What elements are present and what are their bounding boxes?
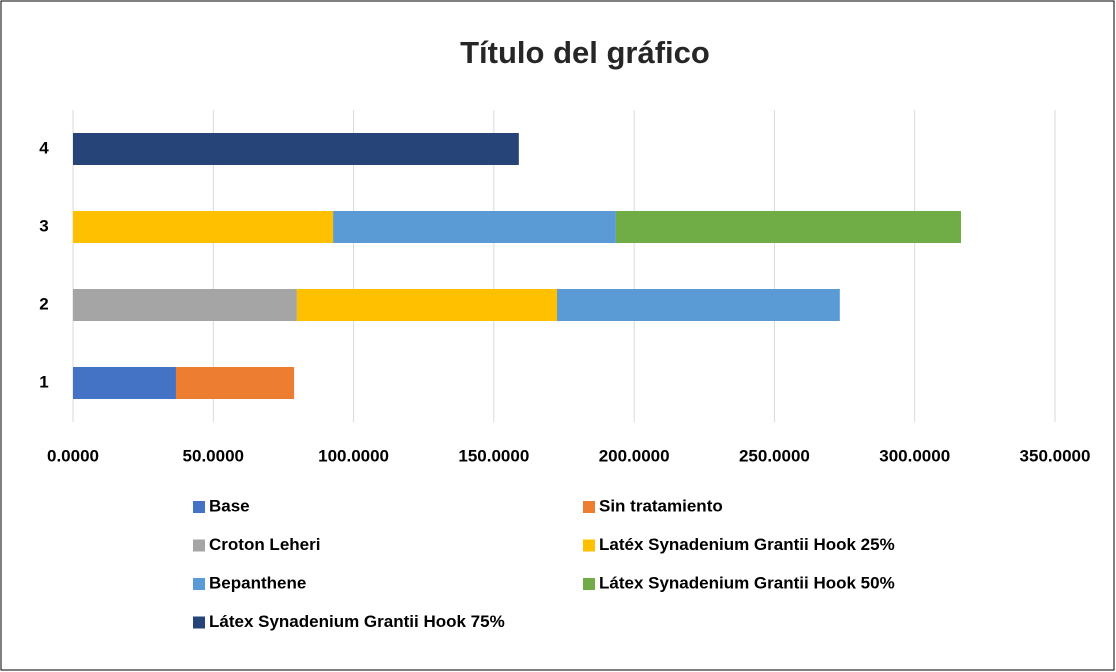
- x-tick-label: 250.0000: [739, 446, 810, 465]
- bar: [296, 289, 557, 321]
- x-tick-label: 0.0000: [47, 446, 99, 465]
- x-tick-label: 150.0000: [458, 446, 529, 465]
- legend-swatch: [193, 616, 205, 629]
- legend-swatch: [583, 539, 595, 552]
- legend-label: Sin tratamiento: [599, 496, 723, 515]
- legend-swatch: [583, 501, 595, 513]
- x-tick-label: 50.0000: [183, 446, 244, 465]
- legend-swatch: [193, 501, 205, 513]
- x-tick-label: 300.0000: [879, 446, 950, 465]
- bar: [73, 211, 334, 243]
- y-tick-label: 4: [39, 138, 49, 157]
- bar: [73, 367, 176, 399]
- chart-title: Título del gráfico: [460, 35, 710, 70]
- legend-label: Bepanthene: [209, 573, 306, 592]
- y-tick-label: 1: [39, 372, 48, 391]
- y-tick-label: 2: [39, 294, 48, 313]
- y-tick-label: 3: [39, 216, 48, 235]
- bar: [73, 289, 297, 321]
- legend-swatch: [193, 578, 205, 590]
- legend-label: Croton Leheri: [209, 535, 320, 554]
- bar: [556, 289, 840, 321]
- bar: [615, 211, 962, 243]
- x-tick-label: 200.0000: [599, 446, 670, 465]
- legend-swatch: [193, 539, 205, 552]
- legend-label: Látex Synadenium Grantii Hook 75%: [209, 612, 505, 631]
- bar: [73, 133, 519, 165]
- legend-swatch: [583, 578, 595, 590]
- x-tick-label: 100.0000: [318, 446, 389, 465]
- x-tick-label: 350.0000: [1020, 446, 1091, 465]
- legend-label: Latéx Synadenium Grantii Hook 25%: [599, 535, 895, 554]
- legend-label: Látex Synadenium Grantii Hook 50%: [599, 573, 895, 592]
- bar: [175, 367, 295, 399]
- bar: [333, 211, 616, 243]
- legend-label: Base: [209, 496, 250, 515]
